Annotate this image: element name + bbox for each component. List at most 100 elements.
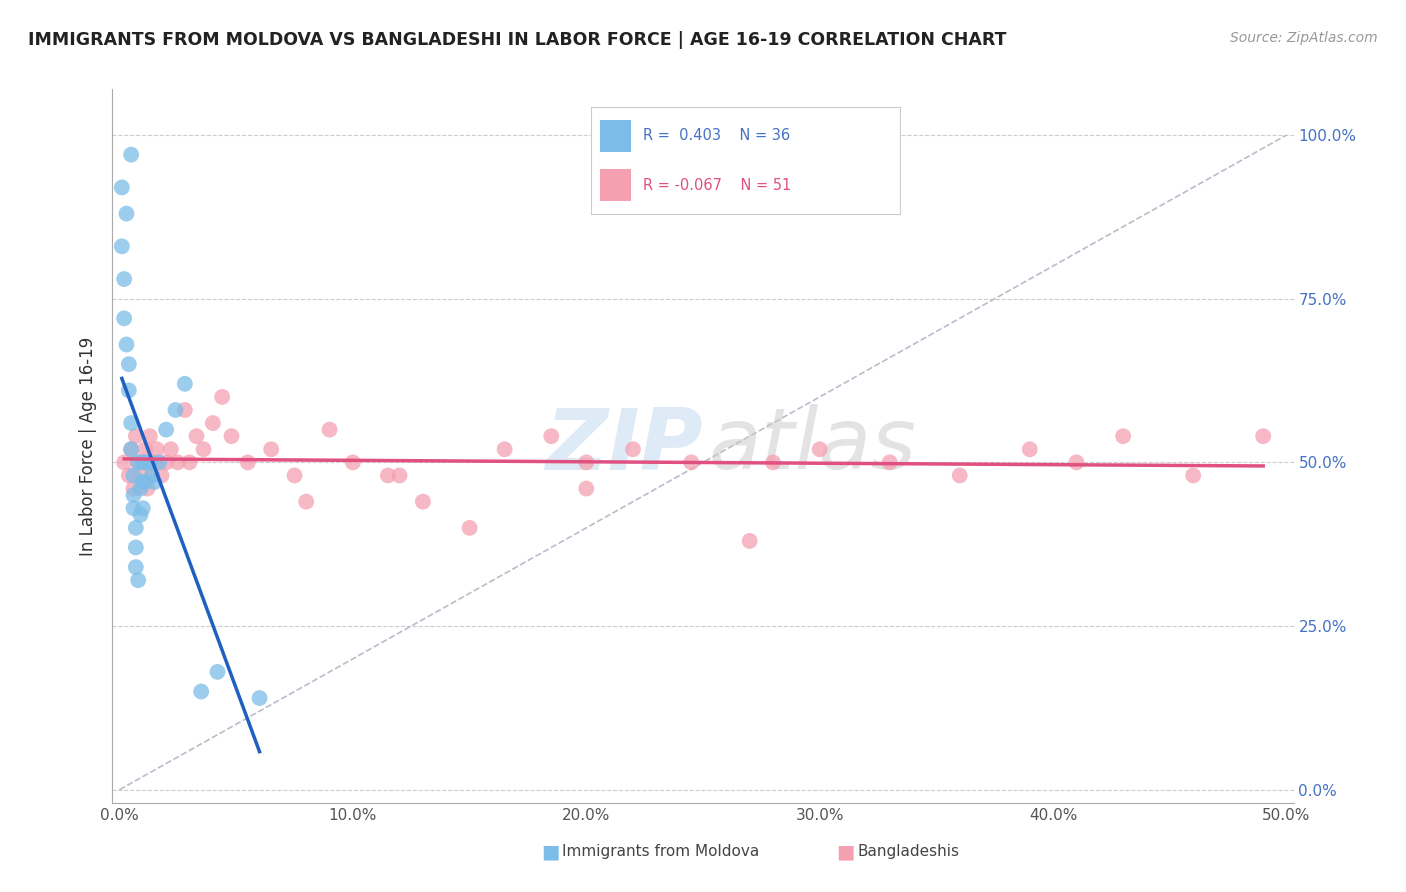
Point <box>122 468 145 483</box>
Point <box>120 442 142 457</box>
Point <box>132 475 155 489</box>
Point <box>808 442 831 457</box>
Point <box>125 521 148 535</box>
Text: ■: ■ <box>837 842 855 862</box>
Point <box>236 455 259 469</box>
Point <box>166 455 188 469</box>
Point <box>160 442 183 457</box>
Point <box>120 416 142 430</box>
Text: Bangladeshis: Bangladeshis <box>858 845 960 859</box>
Text: Source: ZipAtlas.com: Source: ZipAtlas.com <box>1230 31 1378 45</box>
Point <box>173 403 195 417</box>
Point <box>295 494 318 508</box>
Point <box>575 455 598 469</box>
Point <box>155 455 177 469</box>
Point <box>221 429 243 443</box>
Point <box>125 541 148 555</box>
Point <box>129 482 152 496</box>
Point <box>136 482 159 496</box>
Point <box>173 376 195 391</box>
Point <box>155 423 177 437</box>
Point <box>165 403 187 417</box>
Point <box>190 684 212 698</box>
Point <box>762 455 785 469</box>
Text: R = -0.067    N = 51: R = -0.067 N = 51 <box>643 178 792 193</box>
Point <box>139 455 162 469</box>
Point <box>1066 455 1088 469</box>
Point <box>132 455 155 469</box>
Point <box>318 423 340 437</box>
Point <box>120 442 142 457</box>
Point <box>412 494 434 508</box>
Point <box>134 455 156 469</box>
Text: ZIP: ZIP <box>546 404 703 488</box>
Point <box>112 455 135 469</box>
Point <box>118 384 141 398</box>
Point <box>122 501 145 516</box>
Point <box>494 442 516 457</box>
Point <box>1251 429 1274 443</box>
Point <box>111 239 134 253</box>
Point <box>132 455 155 469</box>
Point <box>122 488 145 502</box>
Point <box>193 442 215 457</box>
Bar <box>600 120 631 152</box>
Point <box>211 390 233 404</box>
Bar <box>600 169 631 202</box>
Point <box>127 455 149 469</box>
Point <box>879 455 901 469</box>
Point <box>112 311 135 326</box>
Point <box>134 475 156 489</box>
Point <box>111 180 134 194</box>
Point <box>139 429 162 443</box>
Text: ■: ■ <box>541 842 560 862</box>
Point <box>143 475 166 489</box>
Point <box>125 429 148 443</box>
Point <box>249 691 271 706</box>
Point <box>146 442 169 457</box>
Point <box>150 468 173 483</box>
Point <box>283 468 305 483</box>
Point <box>575 482 598 496</box>
Point <box>129 508 152 522</box>
Y-axis label: In Labor Force | Age 16-19: In Labor Force | Age 16-19 <box>79 336 97 556</box>
Point <box>179 455 201 469</box>
Point <box>342 455 364 469</box>
Point <box>122 482 145 496</box>
Point <box>260 442 283 457</box>
Point <box>738 533 761 548</box>
Point <box>681 455 703 469</box>
Point <box>115 206 138 220</box>
Point <box>1112 429 1135 443</box>
Point <box>207 665 229 679</box>
Point <box>129 468 152 483</box>
Text: atlas: atlas <box>709 404 917 488</box>
Point <box>377 468 399 483</box>
Point <box>118 468 141 483</box>
Point <box>949 468 972 483</box>
Point <box>143 455 166 469</box>
Point <box>125 560 148 574</box>
Point <box>388 468 411 483</box>
Point <box>201 416 224 430</box>
Point <box>141 468 163 483</box>
Point <box>186 429 208 443</box>
Text: Immigrants from Moldova: Immigrants from Moldova <box>562 845 759 859</box>
Point <box>115 337 138 351</box>
Point <box>458 521 481 535</box>
Point <box>1182 468 1205 483</box>
Point <box>127 573 149 587</box>
Point <box>540 429 562 443</box>
Point <box>127 455 149 469</box>
Point <box>141 468 163 483</box>
Point <box>134 442 156 457</box>
Point <box>1018 442 1040 457</box>
Point <box>118 357 141 371</box>
Point <box>112 272 135 286</box>
Point <box>148 455 170 469</box>
Text: R =  0.403    N = 36: R = 0.403 N = 36 <box>643 128 790 144</box>
Text: IMMIGRANTS FROM MOLDOVA VS BANGLADESHI IN LABOR FORCE | AGE 16-19 CORRELATION CH: IMMIGRANTS FROM MOLDOVA VS BANGLADESHI I… <box>28 31 1007 49</box>
Point <box>120 147 142 161</box>
Point <box>132 501 155 516</box>
Point <box>621 442 644 457</box>
